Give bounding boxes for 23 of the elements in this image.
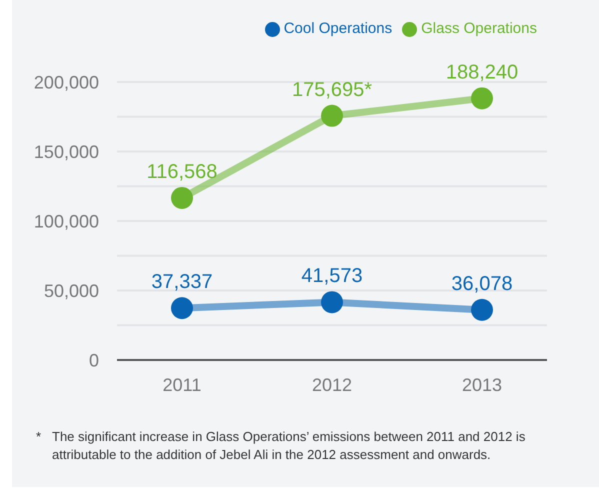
point: [471, 87, 493, 110]
point: [171, 297, 193, 320]
point: [471, 298, 493, 321]
y-tick-label: 50,000: [44, 280, 99, 301]
data-label: 37,337: [151, 271, 213, 294]
point: [321, 104, 343, 127]
x-tick-label: 2012: [312, 374, 352, 395]
data-label: 188,240: [446, 61, 518, 84]
y-tick-label: 150,000: [34, 142, 99, 162]
point: [321, 291, 343, 314]
data-label: 116,568: [146, 160, 218, 183]
legend-label: Cool Operations: [284, 20, 392, 37]
data-label: 41,573: [301, 265, 363, 288]
data-label: 36,078: [451, 272, 513, 295]
y-tick-label: 0: [88, 350, 99, 370]
text: * The significant increase in Glass Operations’ emissions between 2011 and 2012 is attributable to the addition of Jebel Ali in the 2012 assessment and onwards.: [36, 428, 526, 464]
x-tick-label: 2011: [162, 374, 202, 395]
y-tick-label: 100,000: [34, 211, 99, 232]
data-label: 175,695*: [292, 78, 372, 101]
legend-label: Glass Operations: [421, 20, 537, 37]
y-tick-label: 200,000: [34, 72, 99, 92]
x-tick-label: 2013: [462, 374, 502, 395]
point: [171, 186, 193, 209]
